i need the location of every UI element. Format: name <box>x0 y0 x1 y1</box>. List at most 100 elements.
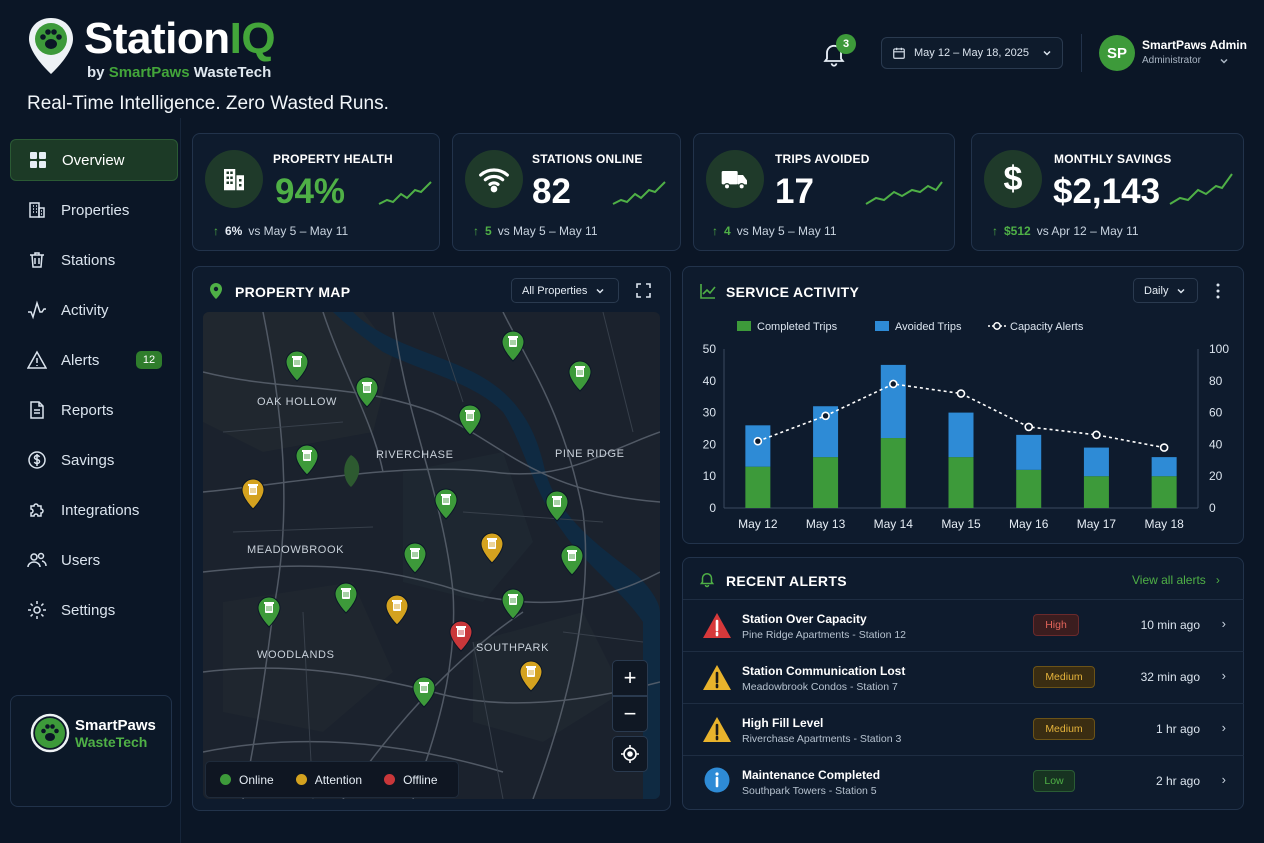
station-pin-online[interactable] <box>560 544 584 576</box>
sidebar-item-stations[interactable]: Stations <box>10 239 178 281</box>
alert-row[interactable]: Maintenance Completed Southpark Towers -… <box>683 755 1244 807</box>
wifi-icon <box>479 168 509 193</box>
kpi-label: STATIONS ONLINE <box>532 152 643 166</box>
app-subtitle: by SmartPaws WasteTech <box>87 64 271 81</box>
by-suffix: WasteTech <box>189 64 272 81</box>
capacity-alerts-point <box>1024 422 1034 432</box>
kpi-card-stations-online: STATIONS ONLINE 82 ↑ 5 vs May 5 – May 11 <box>452 133 681 251</box>
capacity-alerts-point <box>956 389 966 398</box>
y2-tick-label: 100 <box>1209 342 1229 356</box>
sidebar-item-label: Alerts <box>61 351 100 369</box>
station-pin-online[interactable] <box>501 330 525 362</box>
station-pin-online[interactable] <box>403 542 427 574</box>
more-vertical-icon[interactable] <box>1210 282 1226 300</box>
sidebar-item-label: Stations <box>61 251 116 269</box>
interval-select[interactable]: Daily <box>1133 278 1198 303</box>
station-pin-online[interactable] <box>501 588 525 620</box>
avatar[interactable]: SP <box>1099 35 1135 71</box>
station-pin-offline[interactable] <box>449 620 473 652</box>
user-menu-chevron-icon[interactable] <box>1219 56 1229 66</box>
station-pin-online[interactable] <box>257 596 281 628</box>
sidebar-item-overview[interactable]: Overview <box>10 139 178 181</box>
alert-subtitle: Riverchase Apartments - Station 3 <box>742 733 902 745</box>
recent-alerts-title: RECENT ALERTS <box>726 573 847 589</box>
property-filter-select[interactable]: All Properties <box>511 278 619 303</box>
sidebar-item-users[interactable]: Users <box>10 539 178 581</box>
station-pin-online[interactable] <box>568 360 592 392</box>
sidebar-item-activity[interactable]: Activity <box>10 289 178 331</box>
trash-icon <box>30 252 44 268</box>
locate-button[interactable] <box>612 736 648 772</box>
map-area-label: PINE RIDGE <box>555 448 625 460</box>
alerts-count-badge: 12 <box>136 351 162 369</box>
capacity-alerts-point <box>888 379 898 389</box>
x-tick-label: May 13 <box>806 517 846 531</box>
legend-online-label: Online <box>239 772 274 787</box>
zoom-out-button[interactable]: − <box>612 696 648 732</box>
station-pin-online[interactable] <box>412 676 436 708</box>
app-title-accent: IQ <box>229 14 276 63</box>
y-tick-label: 10 <box>703 469 717 483</box>
station-pin-attention[interactable] <box>480 532 504 564</box>
truck-icon <box>721 171 747 190</box>
legend-label: Completed Trips <box>757 321 838 333</box>
property-map[interactable]: OAK HOLLOW RIVERCHASE PINE RIDGE MEADOWB… <box>203 312 660 799</box>
station-pin-online[interactable] <box>434 488 458 520</box>
bar-completed-trips <box>813 457 839 508</box>
chevron-down-icon <box>1177 288 1185 294</box>
bar-avoided-trips <box>745 425 771 467</box>
sidebar-item-integrations[interactable]: Integrations <box>10 489 178 531</box>
calendar-icon <box>893 47 905 59</box>
station-pin-online[interactable] <box>355 376 379 408</box>
alert-row[interactable]: Station Over Capacity Pine Ridge Apartme… <box>683 599 1244 651</box>
legend-label: Avoided Trips <box>895 321 962 333</box>
error-triangle-icon <box>703 613 731 638</box>
chevron-right-icon: › <box>1215 573 1220 587</box>
activity-icon <box>28 300 46 320</box>
station-pin-online[interactable] <box>285 350 309 382</box>
y2-tick-label: 40 <box>1209 437 1223 451</box>
arrow-up-icon: ↑ <box>213 224 219 238</box>
user-role: Administrator <box>1142 55 1201 66</box>
view-all-alerts-link[interactable]: View all alerts › <box>1132 573 1220 587</box>
kpi-period: vs Apr 12 – May 11 <box>1036 224 1139 238</box>
legend-dot-attention <box>295 774 307 785</box>
kpi-value: 17 <box>775 172 814 211</box>
sidebar-item-label: Savings <box>61 451 115 469</box>
notification-badge: 3 <box>836 34 856 54</box>
plus-icon: + <box>623 665 637 690</box>
chevron-right-icon: › <box>1221 668 1226 683</box>
station-pin-attention[interactable] <box>519 660 543 692</box>
sidebar-item-alerts[interactable]: Alerts 12 <box>10 339 178 381</box>
view-all-alerts-label: View all alerts <box>1132 573 1206 587</box>
x-tick-label: May 14 <box>874 517 914 531</box>
alert-row[interactable]: Station Communication Lost Meadowbrook C… <box>683 651 1244 703</box>
legend-offline-label: Offline <box>403 772 438 787</box>
station-pin-online[interactable] <box>458 404 482 436</box>
legend-dot-offline <box>384 774 396 785</box>
date-range-picker[interactable]: May 12 – May 18, 2025 <box>881 37 1063 69</box>
fullscreen-icon[interactable] <box>631 278 656 303</box>
alert-subtitle: Southpark Towers - Station 5 <box>742 785 877 797</box>
sidebar-item-reports[interactable]: Reports <box>10 389 178 431</box>
sidebar-item-settings[interactable]: Settings <box>10 589 178 631</box>
zoom-in-button[interactable]: + <box>612 660 648 696</box>
app-title-main: Station <box>84 14 230 63</box>
station-pin-online[interactable] <box>545 490 569 522</box>
puzzle-icon <box>30 503 44 517</box>
kpi-value: 82 <box>532 172 571 211</box>
minus-icon: − <box>623 701 637 726</box>
y2-tick-label: 80 <box>1209 374 1223 388</box>
sidebar-item-properties[interactable]: Properties <box>10 189 178 231</box>
user-name[interactable]: SmartPaws Admin <box>1142 38 1247 52</box>
kpi-delta: $512 <box>1004 224 1031 238</box>
capacity-alerts-point <box>821 411 830 421</box>
alert-row[interactable]: High Fill Level Riverchase Apartments - … <box>683 703 1244 755</box>
sidebar-item-label: Overview <box>62 151 125 169</box>
sidebar-item-savings[interactable]: Savings <box>10 439 178 481</box>
station-pin-online[interactable] <box>334 582 358 614</box>
alert-title: Station Over Capacity <box>742 612 867 626</box>
station-pin-attention[interactable] <box>241 478 265 510</box>
station-pin-attention[interactable] <box>385 594 409 626</box>
station-pin-online[interactable] <box>295 444 319 476</box>
